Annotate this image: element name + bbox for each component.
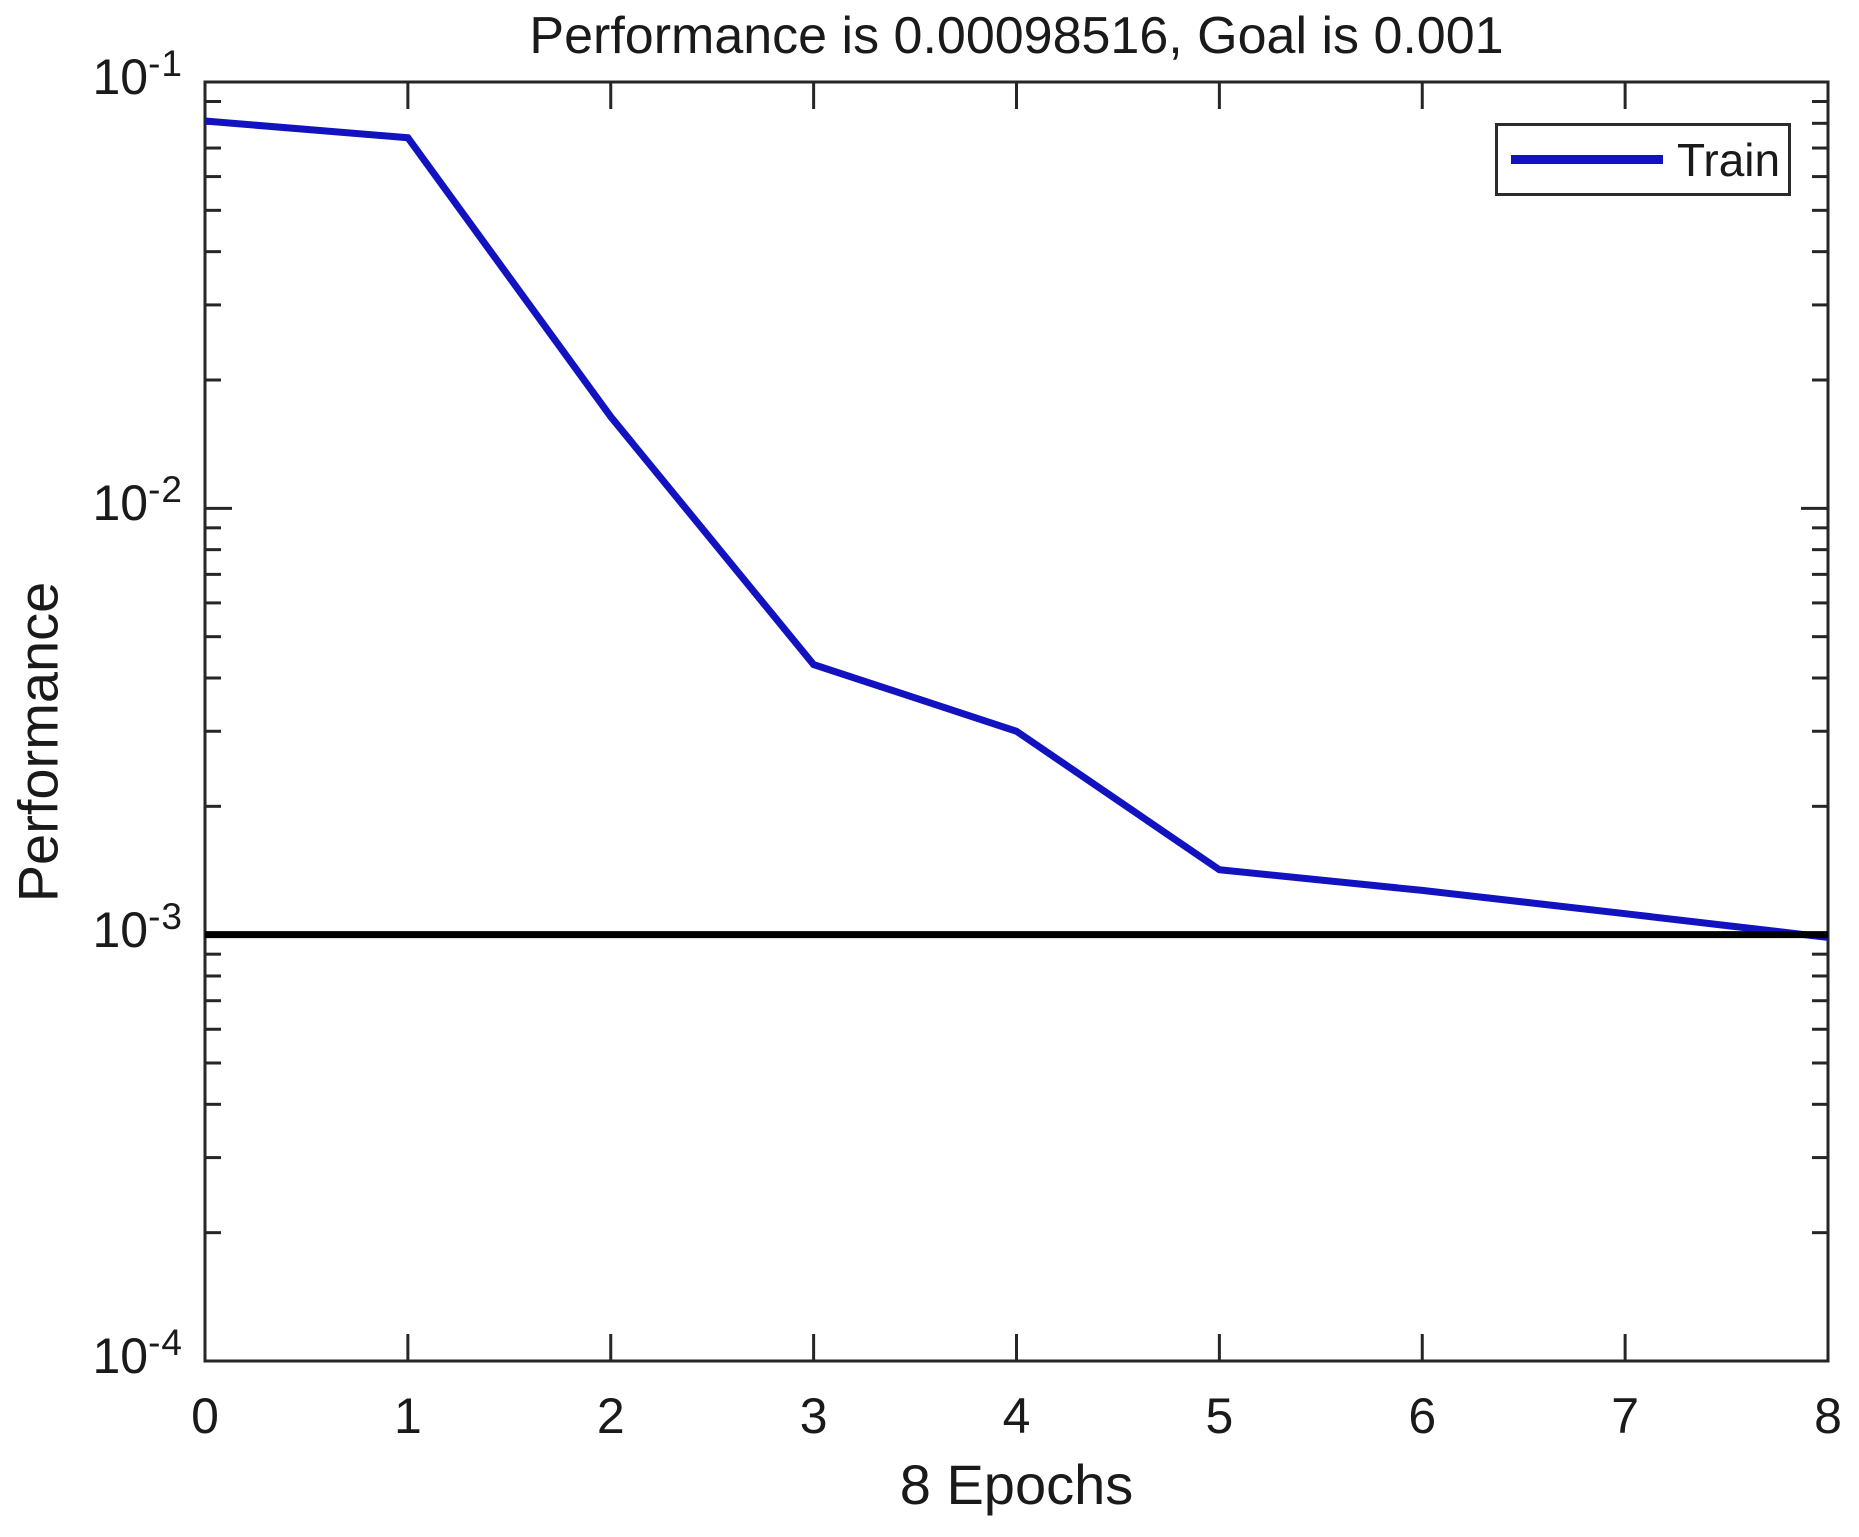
x-tick-label: 0 bbox=[191, 1388, 219, 1444]
y-tick-label: 10-2 bbox=[92, 469, 183, 532]
chart-title: Performance is 0.00098516, Goal is 0.001 bbox=[529, 7, 1504, 65]
y-tick-label: 10-4 bbox=[92, 1321, 183, 1384]
x-tick-label: 5 bbox=[1205, 1388, 1234, 1444]
x-tick-label: 3 bbox=[799, 1388, 828, 1444]
x-tick-label: 8 bbox=[1814, 1388, 1842, 1444]
x-tick-label: 6 bbox=[1408, 1388, 1437, 1444]
x-tick-label: 2 bbox=[596, 1388, 625, 1444]
y-tick-label: 10-1 bbox=[92, 42, 183, 105]
legend-train-label: Train bbox=[1677, 133, 1781, 186]
axis-frame bbox=[203, 80, 1830, 1363]
y-tick-label: 10-3 bbox=[92, 895, 183, 958]
legend: Train bbox=[1495, 123, 1791, 196]
x-tick-label: 1 bbox=[393, 1388, 422, 1444]
x-tick-label: 4 bbox=[1002, 1388, 1031, 1444]
x-axis-label: 8 Epochs bbox=[899, 1453, 1134, 1516]
x-tick-label: 7 bbox=[1611, 1388, 1640, 1444]
legend-train-line-swatch bbox=[1511, 155, 1663, 164]
train-line bbox=[204, 117, 1829, 941]
